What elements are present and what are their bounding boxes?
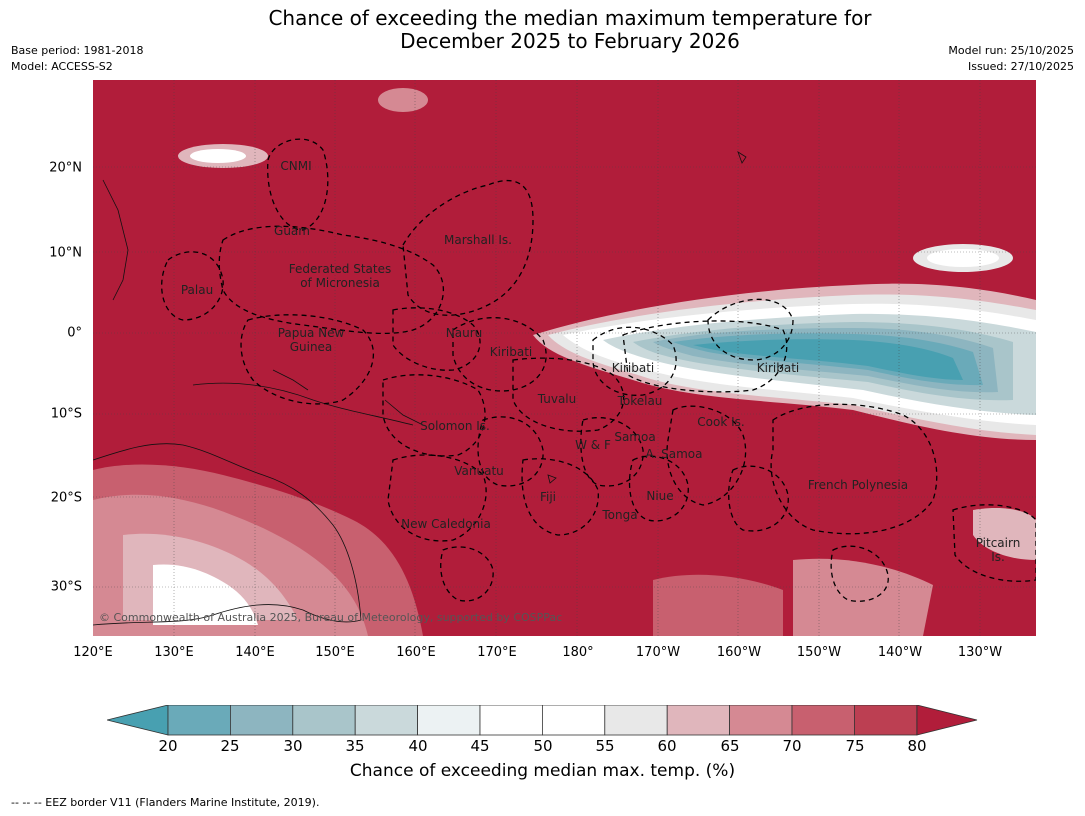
lon-label: 140°E: [235, 645, 275, 660]
label-kiribati-central: Kiribati: [611, 361, 655, 375]
label-niue: Niue: [646, 489, 674, 503]
colorbar-boxes: [167, 705, 918, 736]
colorbar-box: [854, 705, 918, 736]
label-pitcairn-line1: Pitcairn: [975, 536, 1021, 550]
label-new-caledonia: New Caledonia: [401, 517, 491, 531]
label-nauru: Nauru: [445, 326, 483, 340]
lon-label: 150°W: [796, 645, 842, 660]
label-french-polynesia: French Polynesia: [807, 478, 909, 492]
colorbar-tick: 25: [220, 737, 240, 755]
colorbar-tick: 50: [533, 737, 553, 755]
label-fsm-line1: Federated States: [288, 262, 392, 276]
label-solomon: Solomon Is.: [420, 419, 490, 433]
label-cook: Cook Is.: [697, 415, 745, 429]
base-period: Base period: 1981-2018: [11, 44, 144, 57]
map-canvas: [93, 80, 1036, 636]
meta-left: Base period: 1981-2018 Model: ACCESS-S2: [11, 43, 143, 75]
label-kiribati-west: Kiribati: [489, 345, 533, 359]
model-name: Model: ACCESS-S2: [11, 60, 113, 73]
lon-label: 160°E: [396, 645, 436, 660]
model-run: Model run: 25/10/2025: [948, 44, 1074, 57]
lon-label: 170°E: [477, 645, 517, 660]
label-cnmi: CNMI: [280, 159, 312, 173]
colorbar-box: [292, 705, 356, 736]
label-fsm: Federated States of Micronesia: [289, 262, 391, 290]
footnote: -- -- -- EEZ border V11 (Flanders Marine…: [11, 796, 320, 809]
anomaly-fill: [93, 88, 1036, 636]
label-png-line1: Papua New: [277, 326, 345, 340]
lat-label: 0°: [67, 325, 82, 341]
colorbar-box: [230, 705, 294, 736]
graticule: [93, 80, 1036, 636]
label-fiji: Fiji: [539, 490, 557, 504]
coastlines: [93, 151, 747, 626]
colorbar-tick: 65: [720, 737, 740, 755]
colorbar-tick: 30: [283, 737, 303, 755]
label-png-line2: Guinea: [289, 340, 333, 354]
lat-label: 30°S: [50, 579, 82, 595]
label-fsm-line2: of Micronesia: [300, 276, 380, 290]
colorbar-under-arrow: [107, 705, 169, 736]
lon-label: 160°W: [716, 645, 762, 660]
meta-right: Model run: 25/10/2025 Issued: 27/10/2025: [948, 43, 1074, 75]
colorbar-over-arrow: [916, 705, 978, 736]
colorbar-title: Chance of exceeding median max. temp. (%…: [349, 761, 736, 781]
colorbar-box: [167, 705, 231, 736]
colorbar-tick: 45: [470, 737, 490, 755]
lat-label: 10°S: [50, 406, 82, 422]
label-guam: Guam: [274, 224, 310, 238]
label-png: Papua New Guinea: [278, 326, 345, 354]
colorbar-box: [604, 705, 668, 736]
colorbar: [107, 705, 978, 736]
colorbar-tick: 75: [845, 737, 865, 755]
colorbar-box: [541, 705, 606, 736]
label-samoa: Samoa: [614, 430, 656, 444]
colorbar-tick: 35: [345, 737, 365, 755]
label-pitcairn: Pitcairn Is.: [976, 536, 1021, 564]
label-a-samoa: A. Samoa: [645, 447, 703, 461]
lon-label: 170°W: [635, 645, 681, 660]
chart-title: Chance of exceeding the median maximum t…: [0, 7, 1085, 53]
label-wf: W & F: [575, 438, 611, 452]
colorbar-box: [479, 705, 543, 736]
label-tokelau: Tokelau: [617, 394, 663, 408]
colorbar-tick: 20: [158, 737, 178, 755]
lat-label: 10°N: [49, 245, 82, 261]
colorbar-box: [666, 705, 731, 736]
colorbar-tick: 60: [657, 737, 677, 755]
colorbar-tick: 70: [782, 737, 802, 755]
lat-label: 20°S: [50, 490, 82, 506]
colorbar-tick: 80: [907, 737, 927, 755]
label-tonga: Tonga: [602, 508, 638, 522]
eez-borders: [161, 138, 1036, 602]
title-line-1: Chance of exceeding the median maximum t…: [268, 6, 872, 30]
colorbar-box: [729, 705, 793, 736]
map-panel: CNMI Guam Marshall Is. Federated States …: [93, 80, 1036, 636]
label-marshall: Marshall Is.: [444, 233, 512, 247]
lat-label: 20°N: [49, 160, 82, 176]
colorbar-box: [417, 705, 481, 736]
title-line-2: December 2025 to February 2026: [400, 29, 740, 53]
lon-label: 130°E: [154, 645, 194, 660]
lon-label: 120°E: [73, 645, 113, 660]
label-vanuatu: Vanuatu: [454, 464, 504, 478]
issued-date: Issued: 27/10/2025: [967, 60, 1074, 73]
label-palau: Palau: [180, 283, 214, 297]
copyright-notice: © Commonwealth of Australia 2025, Bureau…: [99, 611, 563, 624]
colorbar-tick: 40: [408, 737, 428, 755]
lon-label: 130°W: [957, 645, 1003, 660]
label-tuvalu: Tuvalu: [537, 392, 577, 406]
label-pitcairn-line2: Is.: [991, 550, 1005, 564]
colorbar-box: [354, 705, 418, 736]
colorbar-tick: 55: [595, 737, 615, 755]
lon-label: 140°W: [877, 645, 923, 660]
lon-label: 150°E: [315, 645, 355, 660]
lon-label: 180°: [562, 645, 594, 660]
label-kiribati-east: Kiribati: [756, 361, 800, 375]
colorbar-box: [791, 705, 855, 736]
